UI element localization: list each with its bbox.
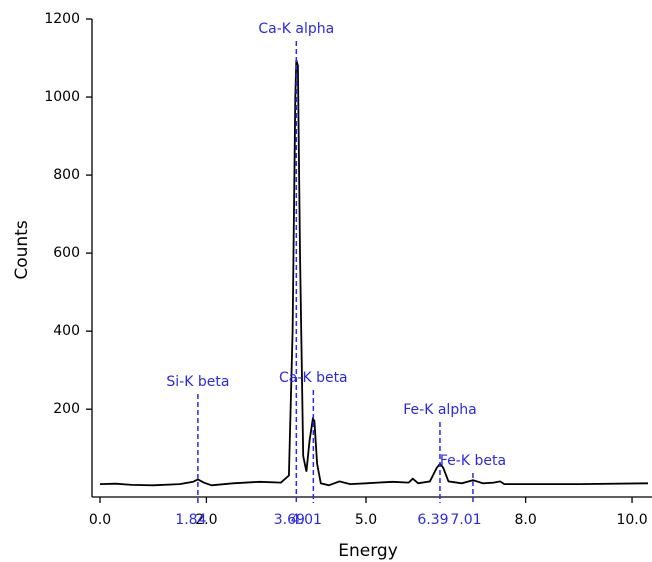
annotation-label: Si-K beta	[166, 374, 229, 390]
spectrum-line	[99, 59, 649, 487]
y-axis-title: Counts	[12, 220, 32, 279]
annotation-x-label: 4.01	[291, 512, 322, 528]
x-tick-label: 2.0	[195, 512, 217, 528]
x-tick-label: 8.0	[514, 512, 536, 528]
y-tick-label: 600	[53, 245, 80, 261]
annotation-label: Fe-K alpha	[403, 402, 476, 418]
annotation-label: Ca-K beta	[279, 370, 348, 386]
x-axis-title: Energy	[338, 541, 398, 561]
y-tick-label: 1000	[44, 89, 80, 105]
annotation-x-label: 7.01	[450, 512, 481, 528]
x-tick-label: 0.0	[89, 512, 111, 528]
annotation-x-label: 3.69	[274, 512, 305, 528]
annotation-x-label: 1.84	[175, 512, 206, 528]
y-tick-label: 400	[53, 323, 80, 339]
annotation-label: Fe-K beta	[440, 453, 506, 469]
y-tick-label: 800	[53, 167, 80, 183]
annotation-x-label: 6.39	[417, 512, 448, 528]
x-tick-label: 5.0	[355, 512, 377, 528]
x-tick-label: 10.0	[616, 512, 647, 528]
y-tick-label: 200	[53, 401, 80, 417]
y-tick-label: 1200	[44, 11, 80, 27]
annotation-label: Ca-K alpha	[258, 21, 334, 37]
